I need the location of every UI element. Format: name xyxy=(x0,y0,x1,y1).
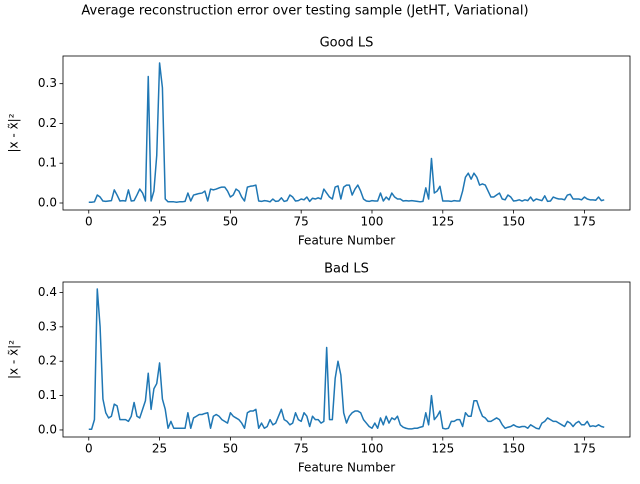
axes-frame xyxy=(62,55,631,211)
axes-frame xyxy=(62,281,631,438)
x-tick-label: 25 xyxy=(152,215,167,229)
x-tick-label: 0 xyxy=(85,215,93,229)
x-tick-label: 100 xyxy=(361,442,384,456)
x-tick-label: 75 xyxy=(294,215,309,229)
x-tick-label: 150 xyxy=(502,215,525,229)
y-axis-label: |x - x̃|² xyxy=(7,340,21,379)
y-tick-label: 0.2 xyxy=(38,116,57,130)
x-tick-label: 125 xyxy=(431,442,454,456)
y-axis-label: |x - x̃|² xyxy=(7,113,21,152)
data-line xyxy=(88,62,605,203)
x-axis-label: Feature Number xyxy=(298,234,395,248)
y-tick-label: 0.0 xyxy=(38,196,57,210)
y-tick-label: 0.1 xyxy=(38,388,57,402)
x-tick-label: 150 xyxy=(502,442,525,456)
figure-title: Average reconstruction error over testin… xyxy=(81,4,528,19)
data-line xyxy=(88,288,605,431)
x-tick-label: 75 xyxy=(294,442,309,456)
y-tick-label: 0.3 xyxy=(38,76,57,90)
y-tick-label: 0.0 xyxy=(38,422,57,436)
axes-title: Bad LS xyxy=(324,262,369,277)
x-axis-label: Feature Number xyxy=(298,461,395,475)
y-tick-label: 0.4 xyxy=(38,285,57,299)
x-tick-label: 175 xyxy=(573,215,596,229)
y-tick-label: 0.2 xyxy=(38,354,57,368)
x-tick-label: 125 xyxy=(431,215,454,229)
x-tick-label: 100 xyxy=(361,215,384,229)
y-tick-label: 0.1 xyxy=(38,156,57,170)
x-tick-label: 50 xyxy=(223,442,238,456)
x-tick-label: 25 xyxy=(152,442,167,456)
axes-title: Good LS xyxy=(320,36,374,51)
x-tick-label: 0 xyxy=(85,442,93,456)
x-tick-label: 175 xyxy=(573,442,596,456)
y-tick-label: 0.3 xyxy=(38,319,57,333)
x-tick-label: 50 xyxy=(223,215,238,229)
